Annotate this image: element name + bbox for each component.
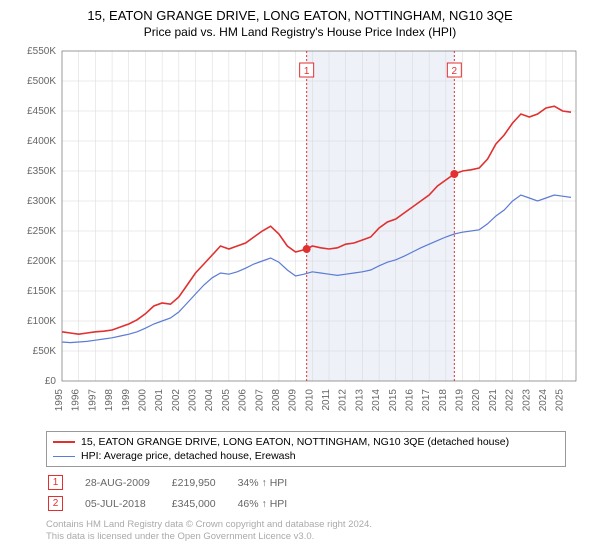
x-tick-label: 1997 <box>87 389 98 412</box>
chart-container: 15, EATON GRANGE DRIVE, LONG EATON, NOTT… <box>0 0 600 550</box>
chart-title: 15, EATON GRANGE DRIVE, LONG EATON, NOTT… <box>12 8 588 23</box>
x-tick-label: 1999 <box>121 389 132 412</box>
x-tick-label: 2015 <box>388 389 399 412</box>
sale-id-box: 1 <box>48 475 63 490</box>
sale-price: £345,000 <box>172 494 236 513</box>
y-tick-label: £50K <box>33 346 57 357</box>
y-tick-label: £300K <box>27 196 56 207</box>
legend-label: 15, EATON GRANGE DRIVE, LONG EATON, NOTT… <box>81 436 509 448</box>
x-tick-label: 2012 <box>338 389 349 412</box>
sale-id-box: 2 <box>48 496 63 511</box>
x-tick-label: 2017 <box>421 389 432 412</box>
x-tick-label: 2001 <box>154 389 165 412</box>
x-tick-label: 2011 <box>321 389 332 411</box>
sale-date: 28-AUG-2009 <box>85 473 170 492</box>
x-tick-label: 2021 <box>488 389 499 412</box>
x-tick-label: 2025 <box>555 389 566 412</box>
chart-subtitle: Price paid vs. HM Land Registry's House … <box>12 25 588 39</box>
sale-pct: 46% ↑ HPI <box>238 494 308 513</box>
y-tick-label: £350K <box>27 166 56 177</box>
x-tick-label: 2007 <box>254 389 265 412</box>
footer-line-1: Contains HM Land Registry data © Crown c… <box>46 519 588 531</box>
x-tick-label: 2013 <box>354 389 365 412</box>
sale-marker-number: 1 <box>304 66 310 77</box>
x-tick-label: 2009 <box>288 389 299 412</box>
sale-pct: 34% ↑ HPI <box>238 473 308 492</box>
x-tick-label: 2018 <box>438 389 449 412</box>
x-tick-label: 2010 <box>304 389 315 412</box>
sale-row: 1 28-AUG-2009£219,95034% ↑ HPI <box>48 473 307 492</box>
legend: 15, EATON GRANGE DRIVE, LONG EATON, NOTT… <box>46 431 566 467</box>
y-tick-label: £150K <box>27 286 56 297</box>
legend-label: HPI: Average price, detached house, Erew… <box>81 450 296 462</box>
footer: Contains HM Land Registry data © Crown c… <box>46 519 588 544</box>
x-tick-label: 2022 <box>505 389 516 412</box>
x-tick-label: 2019 <box>455 389 466 412</box>
x-tick-label: 1995 <box>54 389 65 412</box>
x-tick-label: 2000 <box>137 389 148 412</box>
x-tick-label: 2004 <box>204 389 215 412</box>
sale-price: £219,950 <box>172 473 236 492</box>
y-tick-label: £450K <box>27 106 56 117</box>
x-tick-label: 2016 <box>404 389 415 412</box>
legend-swatch <box>53 441 75 443</box>
x-tick-label: 2006 <box>238 389 249 412</box>
legend-item: HPI: Average price, detached house, Erew… <box>53 449 559 463</box>
sale-marker-number: 2 <box>452 66 458 77</box>
sale-row: 2 05-JUL-2018£345,00046% ↑ HPI <box>48 494 307 513</box>
titles: 15, EATON GRANGE DRIVE, LONG EATON, NOTT… <box>12 8 588 39</box>
footer-line-2: This data is licensed under the Open Gov… <box>46 531 588 543</box>
x-tick-label: 2003 <box>188 389 199 412</box>
x-tick-label: 1998 <box>104 389 115 412</box>
chart-area: 1995 1996 1997 1998 1999 2000 2001 2002 2003 2004… <box>12 45 588 425</box>
y-tick-label: £400K <box>27 136 56 147</box>
x-tick-label: 2005 <box>221 389 232 412</box>
x-tick-label: 1996 <box>71 389 82 412</box>
line-chart: 1995 1996 1997 1998 1999 2000 2001 2002 2003 2004… <box>12 45 588 425</box>
x-tick-label: 2002 <box>171 389 182 412</box>
y-tick-label: £500K <box>27 76 56 87</box>
y-tick-label: £550K <box>27 46 56 57</box>
sale-date: 05-JUL-2018 <box>85 494 170 513</box>
y-tick-label: £0 <box>45 376 57 387</box>
y-tick-label: £100K <box>27 316 56 327</box>
x-tick-label: 2023 <box>521 389 532 412</box>
y-tick-label: £200K <box>27 256 56 267</box>
x-tick-label: 2020 <box>471 389 482 412</box>
y-tick-label: £250K <box>27 226 56 237</box>
sales-table: 1 28-AUG-2009£219,95034% ↑ HPI 2 05-JUL-201… <box>46 471 309 515</box>
x-tick-label: 2014 <box>371 389 382 412</box>
legend-swatch <box>53 456 75 457</box>
legend-item: 15, EATON GRANGE DRIVE, LONG EATON, NOTT… <box>53 435 559 449</box>
x-tick-label: 2008 <box>271 389 282 412</box>
x-tick-label: 2024 <box>538 389 549 412</box>
